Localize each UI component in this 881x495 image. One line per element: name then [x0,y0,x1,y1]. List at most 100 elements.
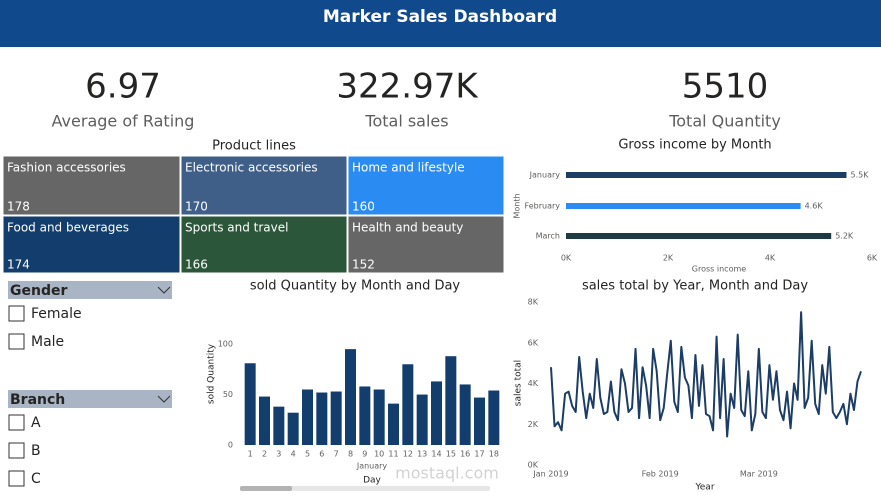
treemap-cell [180,155,348,216]
bar [273,406,285,445]
kpi-value: 5510 [682,67,769,107]
x-tick-label: 5 [305,450,310,459]
x-tick-label: 16 [460,450,470,459]
bar [330,391,342,445]
checkbox-label: A [31,415,41,431]
treemap-cell [2,215,181,274]
y-tick-label: 100 [218,340,233,349]
bar [402,364,414,445]
chart-title: Product lines [212,139,296,154]
chart-title: sold Quantity by Month and Day [250,279,461,294]
cell-value: 152 [352,258,375,272]
slicer-header [8,390,172,408]
checkbox-label: Male [31,334,64,350]
bar [259,396,270,445]
x-tick-label: 14 [431,450,441,459]
scrollbar-thumb[interactable] [240,486,292,491]
chart-title: sales total by Year, Month and Day [582,279,808,294]
y-axis-title: sold Quantity [207,343,217,404]
slicer-header [8,281,172,299]
cell-value: 170 [185,200,208,214]
bar [566,203,801,209]
checkbox-label: B [31,443,41,459]
value-label: 5.2K [835,232,854,241]
x-tick-label: 17 [474,450,484,459]
bar [359,386,371,445]
bar [474,397,485,445]
y-tick-label: 2K [528,420,539,429]
x-axis-title: Year [694,483,714,493]
cell-value: 166 [185,258,208,272]
cell-value: 160 [352,200,375,214]
y-tick-label: March [536,232,560,241]
x-tick-label: 2 [262,450,267,459]
x-tick-label: 10 [374,450,384,459]
bar [416,394,428,445]
cell-label: Health and beauty [352,221,463,235]
kpi-value: 6.97 [85,67,161,107]
y-tick-label: 0 [228,441,233,450]
x-tick-label: 4 [291,450,296,459]
checkbox[interactable] [8,333,25,350]
bar [316,392,328,445]
checkbox-label: C [31,471,41,487]
value-label: 4.6K [805,202,824,211]
bar [488,390,500,445]
dropdown-chevron[interactable] [157,395,171,403]
x-tick-label: 3 [276,450,281,459]
scrollbar-track [240,486,490,491]
x-tick-label: 13 [417,450,427,459]
checkbox[interactable] [8,305,25,322]
treemap-cell [180,215,348,274]
x-tick-label: 8 [348,450,353,459]
sales-line [550,311,862,438]
y-tick-label: 6K [528,338,539,347]
cell-label: Fashion accessories [7,161,126,175]
bar [566,172,847,178]
treemap-cell [2,155,181,216]
kpi-label: Average of Rating [52,112,195,131]
treemap-cell [347,155,505,216]
cell-label: Home and lifestyle [352,161,465,175]
x-tick-label: 15 [446,450,456,459]
dropdown-chevron[interactable] [157,286,171,294]
cell-label: Food and beverages [7,221,129,235]
bar [302,389,313,445]
x-group-label: January [356,462,388,471]
y-tick-label: January [529,171,561,180]
y-axis-title: sales total [514,360,524,406]
x-tick-label: 1 [248,450,253,459]
watermark: mostaql.com [395,464,499,483]
bar [388,403,399,445]
y-tick-label: February [525,202,561,211]
bar [373,389,385,445]
y-tick-label: 50 [223,390,233,399]
x-axis-title: Day [363,476,381,486]
x-tick-label: 11 [388,450,398,459]
bar [459,384,471,445]
y-tick-label: 4K [528,379,539,388]
cell-value: 174 [7,258,30,272]
checkbox[interactable] [8,414,25,431]
x-tick-label: 9 [362,450,367,459]
x-tick-label: 7 [334,450,339,459]
x-tick-label: 2K [663,254,674,263]
checkbox[interactable] [8,442,25,459]
y-tick-label: 0K [528,461,539,470]
cell-value: 178 [7,200,30,214]
bar [244,363,256,445]
y-tick-label: 8K [528,298,539,307]
page-title: Marker Sales Dashboard [323,7,557,27]
slicer-title: Branch [10,392,65,408]
x-tick-label: 4K [765,254,776,263]
kpi-label: Total Quantity [668,112,781,131]
y-axis-title: Month [513,193,522,218]
checkbox[interactable] [8,470,25,487]
header-bar [0,0,881,47]
checkbox-label: Female [31,306,82,322]
x-tick-label: 0K [561,254,572,263]
x-tick-label: Feb 2019 [642,470,679,479]
slicer-title: Gender [10,283,67,299]
kpi-label: Total sales [364,112,448,131]
